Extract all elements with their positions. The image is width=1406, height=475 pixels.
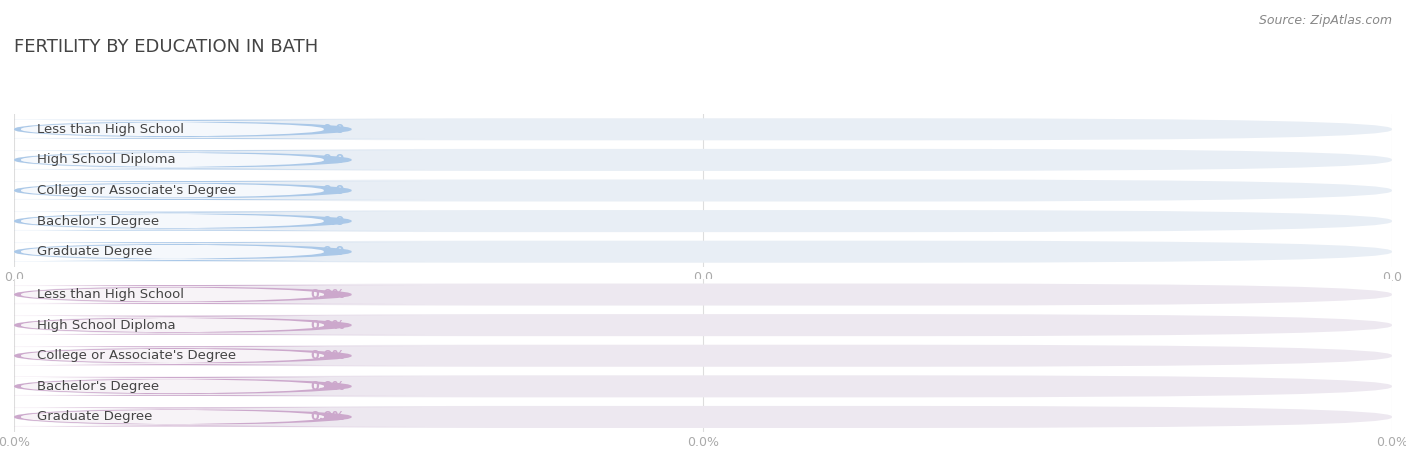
FancyBboxPatch shape	[0, 346, 425, 365]
FancyBboxPatch shape	[0, 378, 378, 395]
FancyBboxPatch shape	[0, 286, 378, 303]
Text: 0.0%: 0.0%	[309, 410, 344, 423]
Text: Graduate Degree: Graduate Degree	[38, 410, 153, 423]
Text: Source: ZipAtlas.com: Source: ZipAtlas.com	[1258, 14, 1392, 27]
FancyBboxPatch shape	[14, 180, 1392, 201]
Text: 0.0: 0.0	[322, 123, 344, 136]
FancyBboxPatch shape	[14, 314, 1392, 336]
FancyBboxPatch shape	[0, 212, 425, 230]
FancyBboxPatch shape	[0, 316, 425, 334]
Text: College or Associate's Degree: College or Associate's Degree	[38, 349, 236, 362]
Text: Bachelor's Degree: Bachelor's Degree	[38, 380, 160, 393]
Text: 0.0%: 0.0%	[309, 349, 344, 362]
FancyBboxPatch shape	[0, 317, 378, 333]
Text: 0.0: 0.0	[322, 184, 344, 197]
FancyBboxPatch shape	[0, 242, 425, 261]
FancyBboxPatch shape	[14, 149, 1392, 171]
FancyBboxPatch shape	[14, 210, 1392, 232]
Text: 0.0: 0.0	[322, 153, 344, 166]
FancyBboxPatch shape	[0, 285, 425, 304]
FancyBboxPatch shape	[0, 151, 425, 170]
Text: Less than High School: Less than High School	[38, 288, 184, 301]
FancyBboxPatch shape	[14, 406, 1392, 428]
FancyBboxPatch shape	[14, 241, 1392, 263]
Text: 0.0: 0.0	[322, 245, 344, 258]
Text: 0.0%: 0.0%	[309, 319, 344, 332]
Text: High School Diploma: High School Diploma	[38, 153, 176, 166]
FancyBboxPatch shape	[0, 244, 378, 260]
Text: Graduate Degree: Graduate Degree	[38, 245, 153, 258]
Text: High School Diploma: High School Diploma	[38, 319, 176, 332]
FancyBboxPatch shape	[0, 348, 378, 364]
Text: College or Associate's Degree: College or Associate's Degree	[38, 184, 236, 197]
Text: 0.0: 0.0	[322, 215, 344, 228]
FancyBboxPatch shape	[0, 121, 378, 138]
FancyBboxPatch shape	[14, 284, 1392, 305]
FancyBboxPatch shape	[0, 213, 378, 229]
FancyBboxPatch shape	[0, 120, 425, 139]
Text: Less than High School: Less than High School	[38, 123, 184, 136]
Text: FERTILITY BY EDUCATION IN BATH: FERTILITY BY EDUCATION IN BATH	[14, 38, 318, 56]
Text: 0.0%: 0.0%	[309, 288, 344, 301]
FancyBboxPatch shape	[14, 375, 1392, 398]
Text: Bachelor's Degree: Bachelor's Degree	[38, 215, 160, 228]
Text: 0.0%: 0.0%	[309, 380, 344, 393]
FancyBboxPatch shape	[14, 345, 1392, 367]
FancyBboxPatch shape	[0, 408, 425, 427]
FancyBboxPatch shape	[0, 377, 425, 396]
FancyBboxPatch shape	[0, 408, 378, 425]
FancyBboxPatch shape	[0, 182, 378, 199]
FancyBboxPatch shape	[0, 152, 378, 168]
FancyBboxPatch shape	[14, 118, 1392, 140]
FancyBboxPatch shape	[0, 181, 425, 200]
